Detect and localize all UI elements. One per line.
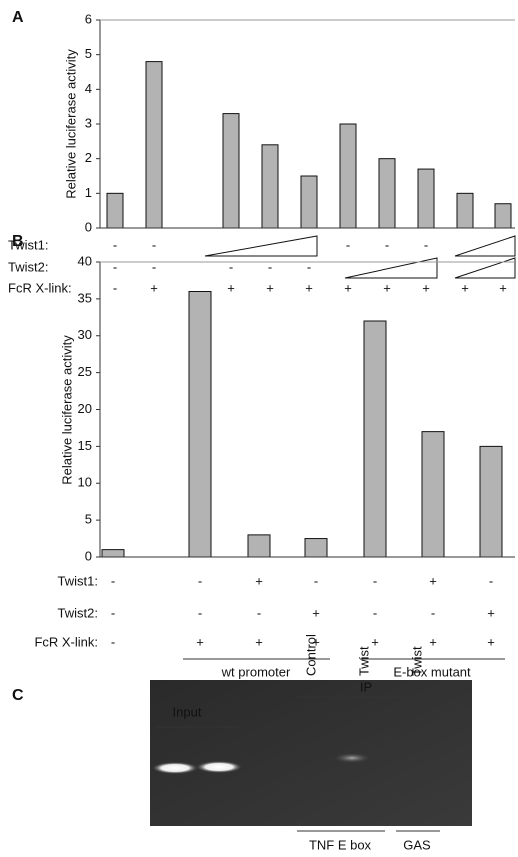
row-mark: - (113, 237, 117, 252)
row-label: FcR X-link: (34, 634, 98, 649)
row-label: Twist2: (58, 605, 98, 620)
group-label: E-box mutant (393, 664, 471, 679)
ip-label: IP (360, 679, 372, 694)
row-mark: + (312, 605, 320, 620)
row-mark: - (111, 605, 115, 620)
y-tick-label: 6 (85, 11, 92, 26)
y-tick-label: 0 (85, 219, 92, 234)
row-mark: + (196, 634, 204, 649)
panel-label: A (12, 9, 24, 26)
row-label: Twist1: (58, 573, 98, 588)
row-mark: - (113, 280, 117, 295)
dose-triangle (345, 258, 437, 278)
group-label: wt promoter (221, 664, 291, 679)
y-tick-label: 1 (85, 185, 92, 200)
y-tick-label: 5 (85, 46, 92, 61)
bar (379, 159, 395, 228)
row-mark: - (385, 237, 389, 252)
row-mark: - (424, 237, 428, 252)
row-mark: + (499, 280, 507, 295)
row-mark: + (227, 280, 235, 295)
row-mark: + (312, 634, 320, 649)
row-mark: - (111, 634, 115, 649)
row-mark: + (429, 573, 437, 588)
bar (457, 193, 473, 228)
y-tick-label: 35 (78, 290, 92, 305)
row-label: FcR X-link: (8, 280, 72, 295)
row-mark: + (344, 280, 352, 295)
bar (146, 62, 162, 228)
row-mark: + (255, 634, 263, 649)
y-tick-label: 20 (78, 401, 92, 416)
bar (189, 292, 211, 558)
y-tick-label: 2 (85, 150, 92, 165)
y-tick-label: 15 (78, 438, 92, 453)
lane-label: Twist (356, 646, 371, 676)
y-tick-label: 5 (85, 512, 92, 527)
dose-triangle (455, 236, 515, 256)
panel-label: C (12, 687, 24, 704)
target-label: GAS (403, 837, 431, 852)
target-label: TNF E box (309, 837, 372, 852)
row-mark: - (346, 237, 350, 252)
row-mark: - (198, 573, 202, 588)
bar (495, 204, 511, 228)
row-mark: - (314, 573, 318, 588)
y-axis-label: Relative luciferase activity (59, 335, 74, 485)
row-mark: + (150, 280, 158, 295)
row-mark: + (461, 280, 469, 295)
lane-label: Twist (409, 646, 424, 676)
bar (107, 193, 123, 228)
bar (102, 550, 124, 557)
y-tick-label: 10 (78, 475, 92, 490)
row-mark: + (487, 605, 495, 620)
row-mark: + (487, 634, 495, 649)
row-mark: - (198, 605, 202, 620)
row-mark: - (111, 573, 115, 588)
y-tick-label: 25 (78, 364, 92, 379)
row-mark: - (431, 605, 435, 620)
gel-band (152, 762, 198, 774)
dose-triangle (205, 236, 317, 256)
bar (422, 432, 444, 557)
row-mark: - (373, 605, 377, 620)
row-label: Twist2: (8, 259, 48, 274)
row-mark: - (373, 573, 377, 588)
y-tick-label: 0 (85, 548, 92, 563)
dose-triangle (455, 258, 515, 278)
row-mark: + (266, 280, 274, 295)
y-tick-label: 4 (85, 81, 92, 96)
bar (248, 535, 270, 557)
bar (480, 446, 502, 557)
y-axis-label: Relative luciferase activity (63, 49, 78, 199)
row-mark: - (257, 605, 261, 620)
y-tick-label: 3 (85, 115, 92, 130)
row-mark: + (422, 280, 430, 295)
bar (418, 169, 434, 228)
y-tick-label: 30 (78, 327, 92, 342)
row-mark: + (429, 634, 437, 649)
bar (364, 321, 386, 557)
figure: A Relative luciferase activity B Relativ… (0, 0, 518, 857)
bar (223, 114, 239, 228)
bar (305, 539, 327, 557)
row-mark: - (152, 237, 156, 252)
row-mark: - (489, 573, 493, 588)
gel-band (334, 753, 370, 763)
bar (340, 124, 356, 228)
gel-band (196, 761, 242, 773)
row-mark: + (371, 634, 379, 649)
row-mark: + (383, 280, 391, 295)
bar (301, 176, 317, 228)
bar (262, 145, 278, 228)
row-mark: + (305, 280, 313, 295)
row-mark: + (255, 573, 263, 588)
y-tick-label: 40 (78, 253, 92, 268)
input-label: Input (173, 704, 202, 719)
row-label: Twist1: (8, 237, 48, 252)
gel-image (150, 680, 472, 826)
